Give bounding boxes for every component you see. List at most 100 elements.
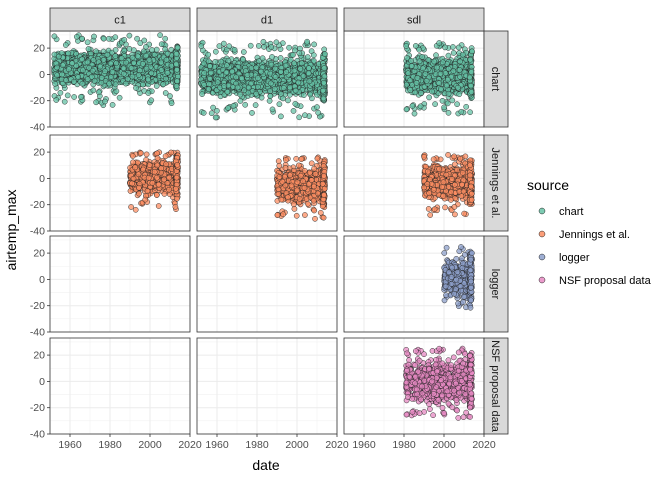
data-point <box>457 58 463 65</box>
data-point <box>403 106 410 113</box>
data-point <box>276 101 283 108</box>
data-point <box>271 85 278 92</box>
data-point <box>63 77 69 84</box>
data-point <box>157 32 163 38</box>
data-point <box>320 87 326 94</box>
data-point <box>102 98 108 105</box>
data-point <box>120 65 127 72</box>
data-point <box>450 68 457 74</box>
data-point <box>403 43 410 49</box>
data-point <box>112 53 119 59</box>
data-point <box>240 49 247 55</box>
data-point <box>78 94 84 100</box>
data-point <box>73 33 80 40</box>
data-point <box>158 165 164 172</box>
data-point <box>163 161 169 168</box>
facet-panels <box>49 30 485 435</box>
data-point <box>69 60 76 67</box>
data-point <box>218 58 225 65</box>
data-point <box>97 63 104 70</box>
data-point <box>55 53 62 60</box>
data-point <box>255 43 262 49</box>
data-point <box>154 155 161 162</box>
data-point <box>201 70 208 76</box>
data-point <box>322 51 328 57</box>
data-point <box>107 60 114 67</box>
data-point <box>229 68 236 75</box>
data-point <box>242 101 249 108</box>
data-point <box>445 90 452 97</box>
data-point <box>161 191 168 197</box>
data-point <box>234 84 241 91</box>
data-point <box>436 40 443 46</box>
data-point <box>241 87 248 94</box>
data-point <box>468 82 474 89</box>
data-point <box>79 80 86 87</box>
data-point <box>412 89 419 96</box>
data-point <box>291 67 298 74</box>
data-point <box>300 73 307 80</box>
data-point <box>320 79 327 86</box>
data-point <box>321 46 328 53</box>
data-point <box>267 93 274 99</box>
data-point <box>267 88 273 94</box>
data-point <box>162 90 169 96</box>
data-point <box>112 47 119 53</box>
data-point <box>102 68 108 75</box>
data-point <box>162 153 169 160</box>
data-point <box>57 89 64 96</box>
data-point <box>434 64 440 71</box>
data-point <box>146 56 153 63</box>
data-point <box>143 52 149 59</box>
data-point <box>468 89 475 95</box>
data-point <box>141 37 148 44</box>
data-point <box>153 192 160 198</box>
data-point <box>225 105 231 111</box>
data-point <box>84 76 91 83</box>
data-point <box>136 190 142 197</box>
data-point <box>65 50 72 57</box>
data-point <box>305 70 312 77</box>
data-point <box>272 65 279 72</box>
data-point <box>437 70 444 77</box>
data-point <box>54 72 60 79</box>
data-point <box>267 80 274 87</box>
data-point <box>290 52 296 58</box>
data-point <box>163 56 170 63</box>
data-point <box>158 67 165 73</box>
data-point <box>135 171 142 178</box>
data-point <box>164 180 171 187</box>
data-point <box>84 39 91 46</box>
data-point <box>124 76 131 82</box>
data-point <box>233 74 240 81</box>
data-point <box>445 52 452 59</box>
data-point <box>128 65 135 72</box>
data-point <box>166 174 173 181</box>
data-point <box>269 54 275 60</box>
data-point <box>455 84 461 91</box>
data-point <box>51 33 58 40</box>
data-point <box>80 67 86 74</box>
data-point <box>129 73 136 80</box>
data-point <box>224 88 231 95</box>
data-point <box>166 186 172 193</box>
data-point <box>469 48 475 55</box>
data-point <box>145 90 152 96</box>
data-point <box>164 50 171 57</box>
data-point <box>295 79 302 86</box>
data-point <box>220 40 227 47</box>
data-point <box>429 88 435 95</box>
data-point <box>255 75 261 81</box>
data-point <box>252 102 259 108</box>
data-point <box>290 108 297 114</box>
data-point <box>210 104 216 111</box>
data-point <box>439 97 446 104</box>
data-point <box>151 51 158 58</box>
data-point <box>173 61 180 68</box>
data-point <box>146 162 153 168</box>
data-point <box>253 90 260 97</box>
data-point <box>120 70 127 77</box>
data-point <box>135 72 142 78</box>
data-point <box>129 153 136 159</box>
